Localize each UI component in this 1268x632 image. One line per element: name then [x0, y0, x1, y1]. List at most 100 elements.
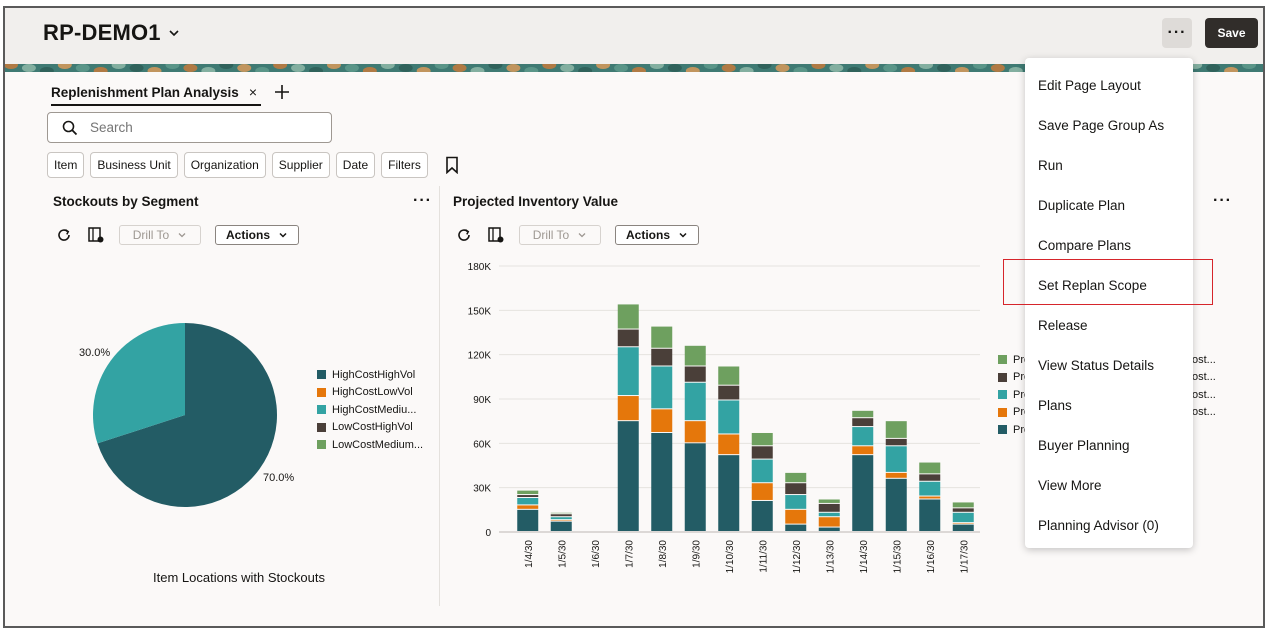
bar-segment-highcostlowvol[interactable]: [617, 396, 639, 421]
bar-segment-highcostmedium[interactable]: [517, 498, 539, 505]
bar-segment-highcostmedium[interactable]: [818, 512, 840, 517]
bar-segment-lowcostmedium[interactable]: [617, 304, 639, 329]
bar-segment-lowcostmedium[interactable]: [684, 345, 706, 366]
legend-item-highcostmedium[interactable]: HighCostMediu...: [317, 401, 423, 419]
bar-segment-lowcosthighvol[interactable]: [651, 348, 673, 366]
legend-item-highcosthighvol[interactable]: HighCostHighVol: [317, 366, 423, 384]
bar-segment-highcostmedium[interactable]: [684, 382, 706, 421]
bar-segment-highcostmedium[interactable]: [852, 427, 874, 446]
menu-item-planning-advisor[interactable]: Planning Advisor (0): [1038, 517, 1159, 533]
menu-item-release[interactable]: Release: [1038, 317, 1088, 333]
filter-chip-supplier[interactable]: Supplier: [271, 152, 330, 178]
bar-segment-lowcosthighvol[interactable]: [617, 329, 639, 347]
bar-segment-lowcostmedium[interactable]: [718, 366, 740, 385]
bar-segment-highcosthighvol[interactable]: [517, 509, 539, 531]
bar-segment-highcosthighvol[interactable]: [751, 500, 773, 531]
bar-segment-highcostlowvol[interactable]: [718, 434, 740, 455]
bar-segment-highcostmedium[interactable]: [550, 517, 572, 520]
tab-replenishment-plan-analysis[interactable]: Replenishment Plan Analysis ×: [51, 80, 261, 106]
refresh-icon[interactable]: [55, 226, 73, 244]
bar-segment-lowcosthighvol[interactable]: [517, 495, 539, 498]
menu-item-plans[interactable]: Plans: [1038, 397, 1072, 413]
bar-segment-highcostlowvol[interactable]: [651, 409, 673, 432]
bar-segment-lowcostmedium[interactable]: [952, 502, 974, 508]
filter-chip-business-unit[interactable]: Business Unit: [90, 152, 178, 178]
menu-item-buyer-planning[interactable]: Buyer Planning: [1038, 437, 1130, 453]
bar-segment-highcostlowvol[interactable]: [785, 509, 807, 524]
bar-segment-highcostmedium[interactable]: [617, 347, 639, 396]
legend-item-lowcosthighvol[interactable]: LowCostHighVol: [317, 419, 423, 437]
bar-segment-highcostlowvol[interactable]: [852, 446, 874, 455]
bar-segment-lowcosthighvol[interactable]: [785, 483, 807, 495]
bar-segment-lowcosthighvol[interactable]: [885, 438, 907, 446]
menu-item-save-page-group-as[interactable]: Save Page Group As: [1038, 117, 1165, 133]
bar-segment-lowcosthighvol[interactable]: [952, 508, 974, 512]
actions-button[interactable]: Actions: [215, 225, 299, 245]
menu-item-compare-plans[interactable]: Compare Plans: [1038, 237, 1132, 253]
close-icon[interactable]: ×: [248, 84, 257, 100]
bar-segment-lowcostmedium[interactable]: [517, 490, 539, 495]
bar-segment-highcostmedium[interactable]: [751, 459, 773, 483]
menu-item-edit-page-layout[interactable]: Edit Page Layout: [1038, 77, 1141, 93]
legend-item-highcostlowvol[interactable]: HighCostLowVol: [317, 384, 423, 402]
bar-segment-lowcostmedium[interactable]: [651, 326, 673, 348]
page-title-dropdown[interactable]: RP-DEMO1: [43, 20, 181, 46]
bar-segment-highcostmedium[interactable]: [952, 512, 974, 523]
bar-segment-lowcosthighvol[interactable]: [818, 503, 840, 512]
pie-slice-highcostmedium[interactable]: [92, 323, 185, 444]
menu-item-set-replan-scope[interactable]: Set Replan Scope: [1038, 277, 1147, 293]
bar-segment-highcosthighvol[interactable]: [785, 524, 807, 531]
add-tab-icon[interactable]: [272, 82, 292, 102]
menu-item-duplicate-plan[interactable]: Duplicate Plan: [1038, 197, 1126, 213]
bar-segment-highcostmedium[interactable]: [919, 481, 941, 496]
bar-segment-highcosthighvol[interactable]: [684, 443, 706, 531]
bar-segment-lowcosthighvol[interactable]: [684, 366, 706, 382]
menu-item-run[interactable]: Run: [1038, 157, 1063, 173]
refresh-icon[interactable]: [455, 226, 473, 244]
bar-segment-lowcostmedium[interactable]: [885, 421, 907, 438]
bar-segment-lowcostmedium[interactable]: [852, 410, 874, 418]
bar-segment-highcostlowvol[interactable]: [818, 517, 840, 527]
bar-segment-highcosthighvol[interactable]: [550, 521, 572, 531]
filter-chip-date[interactable]: Date: [335, 152, 376, 178]
bar-segment-highcosthighvol[interactable]: [617, 421, 639, 531]
bar-segment-lowcostmedium[interactable]: [751, 432, 773, 446]
bar-segment-lowcosthighvol[interactable]: [751, 446, 773, 459]
menu-item-view-more[interactable]: View More: [1038, 477, 1102, 493]
bar-segment-lowcosthighvol[interactable]: [550, 514, 572, 517]
bar-segment-highcosthighvol[interactable]: [952, 524, 974, 531]
bar-segment-highcostlowvol[interactable]: [751, 483, 773, 500]
bar-segment-lowcosthighvol[interactable]: [718, 385, 740, 400]
bar-segment-highcosthighvol[interactable]: [818, 527, 840, 531]
bar-segment-lowcostmedium[interactable]: [818, 499, 840, 503]
search-input[interactable]: [90, 120, 310, 135]
bar-segment-highcostlowvol[interactable]: [919, 496, 941, 499]
bar-segment-highcostlowvol[interactable]: [517, 505, 539, 509]
bar-segment-lowcostmedium[interactable]: [785, 472, 807, 483]
bar-segment-highcosthighvol[interactable]: [885, 478, 907, 531]
menu-item-view-status-details[interactable]: View Status Details: [1038, 357, 1155, 373]
bar-segment-lowcostmedium[interactable]: [919, 462, 941, 474]
bookmark-icon[interactable]: [444, 156, 460, 174]
page-more-button[interactable]: ···: [1162, 18, 1192, 48]
bar-segment-highcostlowvol[interactable]: [885, 472, 907, 478]
bar-segment-highcostmedium[interactable]: [785, 495, 807, 509]
bar-segment-lowcosthighvol[interactable]: [919, 474, 941, 481]
bar-segment-highcosthighvol[interactable]: [919, 499, 941, 531]
stockouts-more-button[interactable]: ···: [413, 192, 432, 209]
pie-slice-highcosthighvol[interactable]: [97, 323, 277, 507]
actions-button[interactable]: Actions: [615, 225, 699, 245]
bar-segment-highcostmedium[interactable]: [885, 446, 907, 472]
bar-segment-highcosthighvol[interactable]: [718, 455, 740, 531]
legend-item-lowcostmedium[interactable]: LowCostMedium...: [317, 436, 423, 454]
bar-segment-highcosthighvol[interactable]: [852, 455, 874, 531]
filter-chip-item[interactable]: Item: [47, 152, 85, 178]
chart-settings-icon[interactable]: [487, 226, 505, 244]
chart-settings-icon[interactable]: [87, 226, 105, 244]
bar-segment-highcostmedium[interactable]: [651, 366, 673, 409]
search-box[interactable]: [47, 112, 332, 143]
filter-chip-organization[interactable]: Organization: [183, 152, 266, 178]
filter-chip-filters[interactable]: Filters: [381, 152, 428, 178]
bar-segment-highcosthighvol[interactable]: [651, 432, 673, 531]
bar-segment-lowcosthighvol[interactable]: [852, 418, 874, 427]
